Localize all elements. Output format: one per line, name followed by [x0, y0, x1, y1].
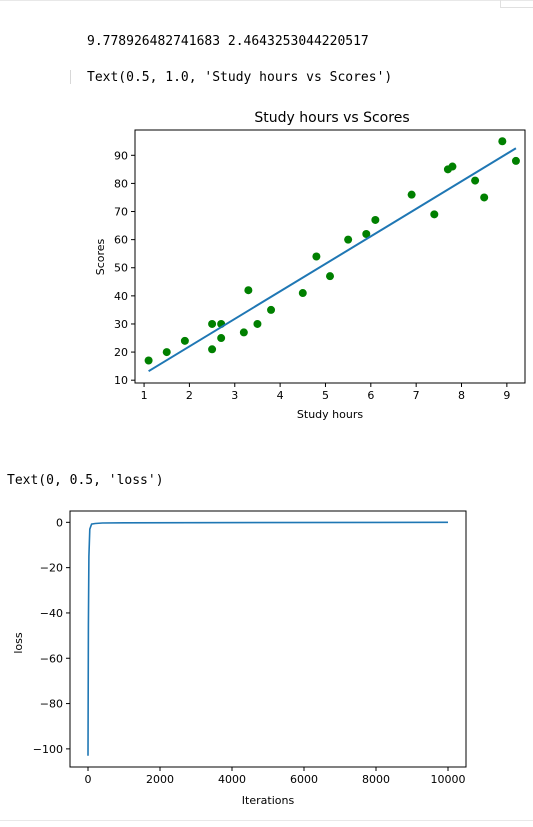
chart1-x-tick-label: 5 — [322, 389, 329, 402]
chart1-y-tick-label: 90 — [114, 149, 128, 162]
scatter-point — [217, 334, 226, 343]
output-gutter-mark — [70, 70, 71, 84]
scatter-point — [162, 348, 171, 357]
scatter-point — [362, 230, 371, 239]
chart1-x-tick-label: 2 — [186, 389, 193, 402]
chart2-x-tick-label: 8000 — [362, 773, 390, 786]
chart1-axes-frame — [134, 129, 526, 384]
chart2-x-tick-label: 10000 — [431, 773, 466, 786]
chart1-x-tick-label: 7 — [413, 389, 420, 402]
scatter-point — [144, 356, 153, 365]
chart1-y-tick-label: 50 — [114, 262, 128, 275]
regression-line — [148, 147, 517, 373]
chart2-y-tick-label: −80 — [40, 698, 63, 711]
chart1-y-tick-label: 80 — [114, 177, 128, 190]
output-line-loss-text: Text(0, 0.5, 'loss') — [7, 473, 164, 488]
cell-top-border — [0, 0, 533, 1]
scatter-point — [180, 336, 189, 345]
scatter-point — [511, 156, 520, 165]
chart1-x-tick-label: 3 — [231, 389, 238, 402]
scatter-point — [312, 252, 321, 261]
scatter-point — [407, 190, 416, 199]
chart2-ylabel: loss — [12, 632, 25, 654]
output-line-coefficients: 9.778926482741683 2.4643253044220517 — [87, 34, 369, 49]
chart2-xlabel: Iterations — [242, 794, 295, 807]
chart1-xlabel: Study hours — [297, 408, 363, 421]
cell-corner-marker — [500, 0, 533, 8]
chart1-y-tick-label: 70 — [114, 206, 128, 219]
scatter-point — [326, 272, 334, 281]
chart2-x-tick-label: 2000 — [146, 773, 174, 786]
scatter-point — [253, 319, 262, 328]
chart1-title: Study hours vs Scores — [254, 110, 409, 126]
chart2-y-tick-label: 0 — [56, 516, 63, 529]
chart1-x-tick-label: 6 — [367, 389, 374, 402]
chart2-y-tick-label: −60 — [40, 652, 63, 665]
chart2-x-tick-label: 6000 — [290, 773, 318, 786]
chart2-x-tick-label: 4000 — [218, 773, 246, 786]
chart1-y-tick-label: 60 — [114, 234, 128, 247]
output-line-title-text: Text(0.5, 1.0, 'Study hours vs Scores') — [87, 70, 393, 85]
chart2-y-tick-label: −40 — [40, 607, 63, 620]
chart1-x-tick-label: 9 — [503, 389, 510, 402]
scatter-point — [298, 289, 307, 298]
scatter-point — [471, 176, 480, 185]
chart2-y-tick-label: −100 — [33, 743, 63, 756]
cell-bottom-border — [0, 820, 533, 821]
chart1-x-tick-label: 8 — [458, 389, 465, 402]
chart1-ylabel: Scores — [94, 238, 107, 275]
scatter-point — [208, 345, 217, 354]
loss-series-line — [87, 521, 449, 756]
scatter-point — [371, 215, 380, 224]
scatter-point — [239, 328, 248, 337]
scatter-chart: Study hours vs Scores Scores Study hours… — [94, 110, 526, 421]
chart1-y-tick-label: 10 — [114, 374, 128, 387]
chart1-x-tick-label: 4 — [277, 389, 284, 402]
chart1-y-tick-label: 20 — [114, 346, 128, 359]
chart1-y-tick-label: 40 — [114, 290, 128, 303]
scatter-point — [344, 235, 353, 244]
chart2-x-tick-label: 0 — [85, 773, 92, 786]
chart2-y-tick-label: −20 — [40, 562, 63, 575]
scatter-point — [480, 193, 489, 202]
scatter-point — [267, 305, 276, 314]
chart1-x-tick-label: 1 — [141, 389, 148, 402]
scatter-point — [208, 319, 217, 328]
scatter-point — [244, 286, 253, 295]
loss-chart: loss Iterations 0 2000 4000 6000 8000 10000 0 −… — [12, 510, 467, 807]
scatter-point — [448, 162, 457, 171]
scatter-point — [430, 210, 439, 219]
chart2-axes-frame — [69, 510, 467, 768]
chart1-y-tick-label: 30 — [114, 318, 128, 331]
scatter-point — [498, 137, 507, 146]
